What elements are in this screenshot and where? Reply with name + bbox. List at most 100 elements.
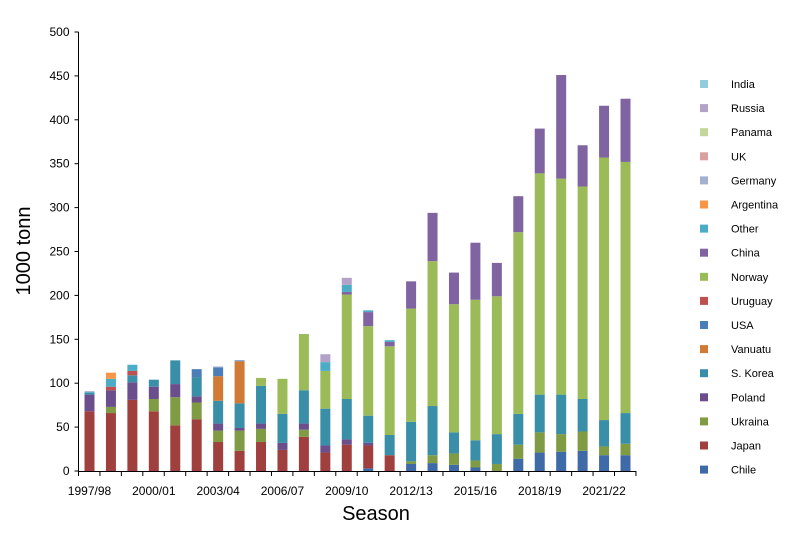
x-axis-title: Season <box>342 503 410 525</box>
legend-item-poland: Poland <box>700 392 765 404</box>
legend-item-norway: Norway <box>700 272 769 284</box>
legend-label: Chile <box>731 465 756 477</box>
bar-segment-japan-2009-10 <box>341 444 352 471</box>
y-tick-label: 100 <box>49 376 69 390</box>
bar-segment-argentina-1998-99 <box>105 372 116 379</box>
bar-segment-ukraina-2004-05 <box>234 430 245 451</box>
bar-segment-ukraina-2018-19 <box>534 432 545 453</box>
bar-segment-ukraina-2019-20 <box>556 434 567 452</box>
bar-segment-china-2009-10 <box>341 291 352 295</box>
legend-item-germany: Germany <box>700 175 777 187</box>
legend-label: Panama <box>731 127 773 139</box>
bar-segment-japan-2007-08 <box>298 436 309 471</box>
legend-swatch <box>700 80 708 88</box>
bar-segment-vanuatu-2003-04 <box>213 376 224 401</box>
bar-segment-norway-2010-11 <box>363 326 374 416</box>
bar-segment-chile-2013-14 <box>427 463 438 471</box>
bar-segment-s-korea-2003-04 <box>213 400 224 424</box>
legend-swatch <box>700 248 708 257</box>
bar-segment-s-korea-2002-03 <box>191 377 202 397</box>
bar-segment-chile-2018-19 <box>534 452 545 471</box>
bar-segment-usa-2004-05 <box>234 360 245 362</box>
bar-segment-other-1999-00 <box>127 364 138 371</box>
bar-segment-japan-2010-11 <box>363 445 374 469</box>
bar-segment-ukraina-2020-21 <box>577 431 588 451</box>
legend-label: India <box>731 79 756 91</box>
y-tick-label: 400 <box>49 113 69 127</box>
bar-segment-norway-2012-13 <box>406 308 417 422</box>
bar-segment-s-korea-2021-22 <box>599 420 610 447</box>
bar-segment-chile-2012-13 <box>406 463 417 471</box>
bar-segment-s-korea-2009-10 <box>341 399 352 440</box>
bar-segment-poland-2001-02 <box>170 384 181 398</box>
legend-swatch <box>700 441 708 450</box>
bar-segment-ukraina-2012-13 <box>406 461 417 464</box>
bar-segment-s-korea-2012-13 <box>406 421 417 462</box>
legend-swatch <box>700 128 708 137</box>
bar-segment-poland-2000-01 <box>148 386 159 400</box>
bar-segment-norway-2016-17 <box>491 296 502 435</box>
legend-item-india: India <box>700 79 756 91</box>
bar-segment-norway-2007-08 <box>298 334 309 391</box>
bar-segment-poland-2006-07 <box>277 442 288 450</box>
legend-item-panama: Panama <box>700 127 773 139</box>
bar-segment-japan-1998-99 <box>105 413 116 471</box>
bar-segment-s-korea-2004-05 <box>234 403 245 428</box>
bar-segment-japan-2011-12 <box>384 455 395 471</box>
legend-swatch <box>700 152 708 161</box>
bar-segment-ukraina-2022-23 <box>620 443 631 456</box>
bar-segment-china-2013-14 <box>427 212 438 262</box>
bar-segment-russia-2009-10 <box>341 277 352 285</box>
legend-label: UK <box>731 151 747 163</box>
bar-segment-chile-2021-22 <box>599 455 610 471</box>
bar-segment-china-2016-17 <box>491 262 502 297</box>
bar-segment-norway-2005-06 <box>256 377 267 386</box>
bar-segment-china-2019-20 <box>556 75 567 179</box>
bar-segment-poland-2002-03 <box>191 396 202 403</box>
bar-segment-ukraina-2007-08 <box>298 429 309 437</box>
legend-item-china: China <box>700 248 761 260</box>
legend-swatch <box>700 272 708 281</box>
bar-segment-poland-1997-98 <box>84 394 95 412</box>
bar-segment-poland-2003-04 <box>213 423 224 431</box>
y-ticks: 0 50 100 150 200 250 300 350 400 450 500 <box>49 25 79 478</box>
bar-segment-china-2010-11 <box>363 312 374 327</box>
y-tick-label: 150 <box>49 332 69 346</box>
bar-segment-chile-2010-11 <box>363 468 374 471</box>
bar-segment-chile-2017-18 <box>513 458 524 471</box>
bar-segment-s-korea-2005-06 <box>256 385 267 424</box>
legend-item-japan: Japan <box>700 441 761 453</box>
x-tick-label: 2003/04 <box>196 484 240 498</box>
y-tick-label: 200 <box>49 288 69 302</box>
bar-segment-other-2010-11 <box>363 310 374 313</box>
bar-segment-vanuatu-2004-05 <box>234 361 245 404</box>
legend-label: Russia <box>731 103 766 115</box>
legend-item-usa: USA <box>700 320 754 332</box>
bar-segment-s-korea-1999-00 <box>127 375 138 383</box>
bar-segment-norway-2013-14 <box>427 261 438 407</box>
bar-segment-ukraina-2014-15 <box>448 453 459 465</box>
bar-segment-norway-2021-22 <box>599 157 610 421</box>
bar-segment-ukraina-2013-14 <box>427 455 438 464</box>
bar-segment-poland-2008-09 <box>320 445 331 453</box>
bar-segment-china-2022-23 <box>620 98 631 162</box>
y-tick-label: 250 <box>49 245 69 259</box>
bar-segment-s-korea-2001-02 <box>170 360 181 385</box>
legend: India Russia Panama UK Germany Argentina Other… <box>700 79 779 477</box>
legend-label: Ukraina <box>731 416 770 428</box>
legend-label: China <box>731 248 761 260</box>
bar-segment-ukraina-2021-22 <box>599 446 610 456</box>
legend-label: Poland <box>731 392 765 404</box>
legend-item-s-korea: S. Korea <box>700 368 775 380</box>
legend-swatch <box>700 176 708 185</box>
bar-segment-china-2017-18 <box>513 196 524 233</box>
bar-segment-other-2008-09 <box>320 362 331 371</box>
legend-swatch <box>700 417 708 426</box>
bar-segment-s-korea-2008-09 <box>320 408 331 446</box>
bar-segment-norway-2017-18 <box>513 232 524 414</box>
bar-segment-usa-2003-04 <box>213 367 224 377</box>
bar-segment-ukraina-2005-06 <box>256 428 267 443</box>
bar-segment-norway-2011-12 <box>384 346 395 436</box>
legend-item-ukraina: Ukraina <box>700 416 770 428</box>
